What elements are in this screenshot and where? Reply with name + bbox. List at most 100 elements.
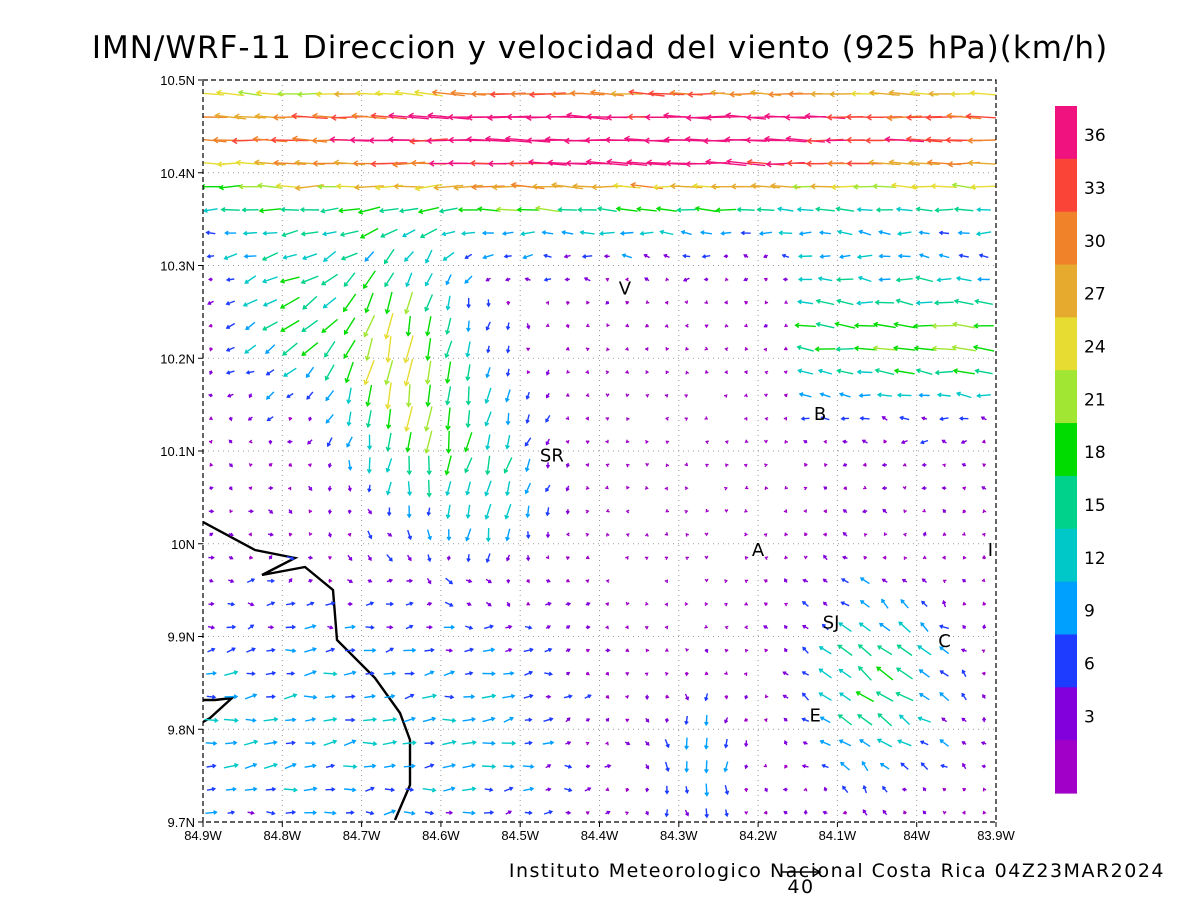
wind-vector <box>644 485 649 490</box>
wind-vector <box>267 532 274 537</box>
wind-vector <box>526 579 530 584</box>
wind-vector <box>265 670 277 676</box>
wind-vector <box>545 531 551 539</box>
colorbar-segment <box>1055 211 1077 266</box>
wind-vector <box>648 90 685 97</box>
wind-vector <box>605 625 609 630</box>
wind-vector <box>746 158 785 166</box>
wind-vector <box>424 430 433 454</box>
wind-vector <box>797 299 814 305</box>
wind-vector <box>343 739 357 747</box>
wind-vector <box>664 323 669 328</box>
wind-vector <box>326 437 333 448</box>
wind-vector <box>404 291 414 315</box>
wind-vector <box>838 392 851 398</box>
wind-vector <box>564 787 573 793</box>
wind-vector <box>605 579 610 584</box>
wind-vector <box>783 717 788 722</box>
wind-vector <box>625 718 630 723</box>
wind-vector <box>323 739 338 746</box>
wind-vector <box>724 370 729 375</box>
wind-vector <box>363 315 376 338</box>
wind-vector <box>363 717 378 723</box>
wind-vector <box>850 90 879 97</box>
wind-vector <box>665 347 670 352</box>
wind-vector <box>723 254 729 259</box>
wind-vector <box>270 136 309 144</box>
wind-vector <box>306 391 314 400</box>
wind-vector <box>247 624 255 630</box>
wind-vector <box>370 112 408 120</box>
wind-vector <box>704 624 709 629</box>
wind-vector <box>365 601 375 607</box>
wind-vector <box>584 694 592 699</box>
wind-vector <box>836 368 854 375</box>
wind-vector <box>243 254 257 259</box>
wind-vector <box>207 300 214 305</box>
wind-vector <box>784 485 789 490</box>
wind-vector <box>545 601 552 606</box>
wind-vector <box>605 300 610 305</box>
wind-vector <box>466 320 471 333</box>
wind-vector <box>962 532 966 536</box>
wind-vector <box>557 206 578 213</box>
wind-vector <box>215 89 245 97</box>
wind-vector <box>684 737 689 750</box>
wind-vector <box>385 408 392 430</box>
wind-vector <box>605 393 610 398</box>
wind-vector <box>978 253 989 259</box>
wind-vector <box>227 602 236 607</box>
wind-vector <box>893 321 916 329</box>
wind-vector <box>981 486 987 490</box>
wind-vector <box>823 463 828 467</box>
wind-vector <box>220 206 240 213</box>
wind-vector <box>207 647 216 653</box>
wind-vector <box>664 300 669 305</box>
wind-vector <box>644 601 649 606</box>
wind-vector <box>265 369 275 376</box>
wind-vector <box>919 740 929 746</box>
wind-vector <box>822 532 827 537</box>
wind-vector <box>286 555 295 561</box>
wind-vector <box>888 159 921 166</box>
wind-vector <box>969 184 996 191</box>
wind-vector <box>663 253 670 259</box>
wind-vector <box>506 601 511 608</box>
colorbar-label: 6 <box>1084 655 1095 675</box>
wind-vector <box>426 507 431 517</box>
wind-vector <box>462 810 476 816</box>
wind-vector <box>630 181 663 190</box>
wind-vector <box>782 694 789 699</box>
wind-vector <box>370 160 408 168</box>
wind-vector <box>485 601 492 607</box>
wind-vector <box>919 439 929 445</box>
wind-vector <box>922 555 927 560</box>
wind-vector <box>859 600 870 608</box>
wind-vector <box>783 739 788 746</box>
wind-vector <box>242 230 258 236</box>
wind-vector <box>883 439 887 444</box>
wind-vector <box>879 763 890 770</box>
wind-vector <box>485 553 491 564</box>
wind-vector <box>665 440 670 445</box>
wind-vector <box>386 554 393 562</box>
wind-vector <box>470 183 505 191</box>
wind-vector <box>942 508 947 514</box>
wind-vector <box>744 694 749 700</box>
wind-vector <box>482 740 496 746</box>
wind-vector <box>744 508 748 513</box>
wind-vector <box>327 509 332 515</box>
wind-vector <box>207 625 216 630</box>
wind-vector <box>856 254 873 260</box>
wind-vector <box>524 740 533 746</box>
wind-vector <box>610 90 643 97</box>
wind-vector <box>485 367 491 379</box>
wind-vector <box>347 509 352 515</box>
wind-vector <box>585 347 590 352</box>
wind-vector <box>543 717 554 722</box>
wind-vector <box>585 158 629 166</box>
wind-vector <box>659 229 674 236</box>
wind-vector <box>367 578 373 583</box>
wind-vector <box>704 532 709 537</box>
wind-vector <box>931 323 957 329</box>
